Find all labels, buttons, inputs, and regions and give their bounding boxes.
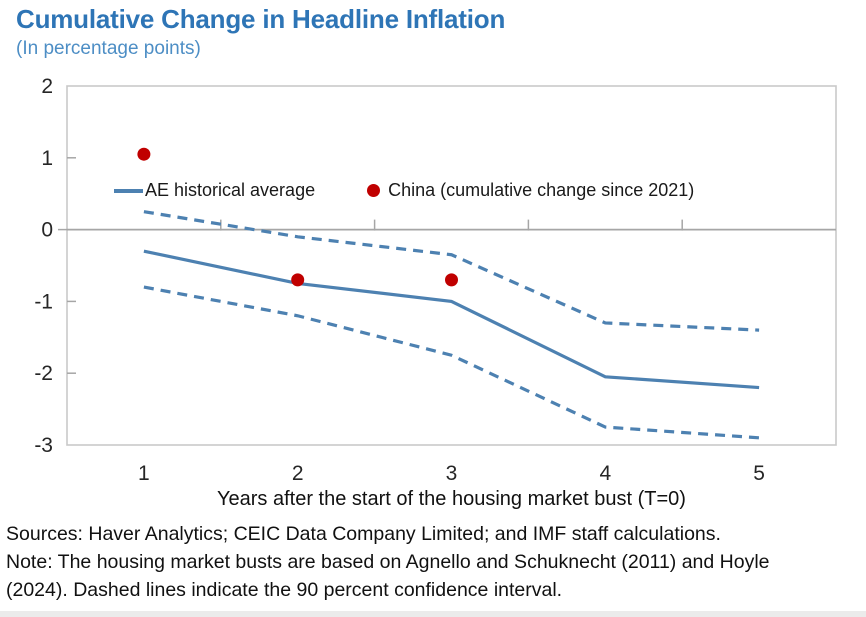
chart-area: 2 1 0 -1 -2 -3 1 2 3 4 5 AE historical average Chi… <box>0 76 866 516</box>
china-data-point <box>445 273 458 287</box>
y-tick-label: 1 <box>41 147 53 170</box>
footnotes: Sources: Haver Analytics; CEIC Data Comp… <box>6 520 818 604</box>
legend-label-china: China (cumulative change since 2021) <box>388 180 695 200</box>
chart-title: Cumulative Change in Headline Inflation <box>16 4 506 34</box>
chart-subtitle: (In percentage points) <box>16 38 201 59</box>
confidence-interval-line <box>143 285 760 440</box>
china-data-point <box>137 147 151 161</box>
cropped-bottom-strip <box>0 611 866 617</box>
y-tick-label: 2 <box>41 76 53 98</box>
legend-label-ae: AE historical average <box>145 180 316 200</box>
chart-canvas: 2 1 0 -1 -2 -3 1 2 3 4 5 <box>34 76 837 485</box>
y-tick-label: -2 <box>34 362 53 385</box>
legend-item-ae-average: AE historical average <box>114 180 315 201</box>
x-tick-label: 4 <box>599 462 611 485</box>
plot-frame <box>66 85 837 446</box>
y-tick-label: -1 <box>34 290 53 313</box>
x-tick-label: 3 <box>446 462 458 485</box>
confidence-interval-line <box>143 210 760 332</box>
dot-swatch-icon <box>367 184 381 197</box>
china-data-point <box>291 273 305 287</box>
x-tick-label: 2 <box>292 462 304 485</box>
y-tick-label: -3 <box>34 434 53 457</box>
ae-average-line <box>143 249 760 390</box>
chart-legend: AE historical average China (cumulative … <box>114 180 694 201</box>
y-tick-label: 0 <box>41 219 53 242</box>
line-swatch-icon <box>114 188 143 193</box>
x-tick-label: 1 <box>138 462 150 485</box>
sources-text: Sources: Haver Analytics; CEIC Data Comp… <box>6 523 721 545</box>
x-axis-title: Years after the start of the housing mar… <box>217 488 686 510</box>
x-tick-label: 5 <box>753 462 765 485</box>
note-text: Note: The housing market busts are based… <box>6 551 770 602</box>
legend-item-china: China (cumulative change since 2021) <box>367 180 694 201</box>
